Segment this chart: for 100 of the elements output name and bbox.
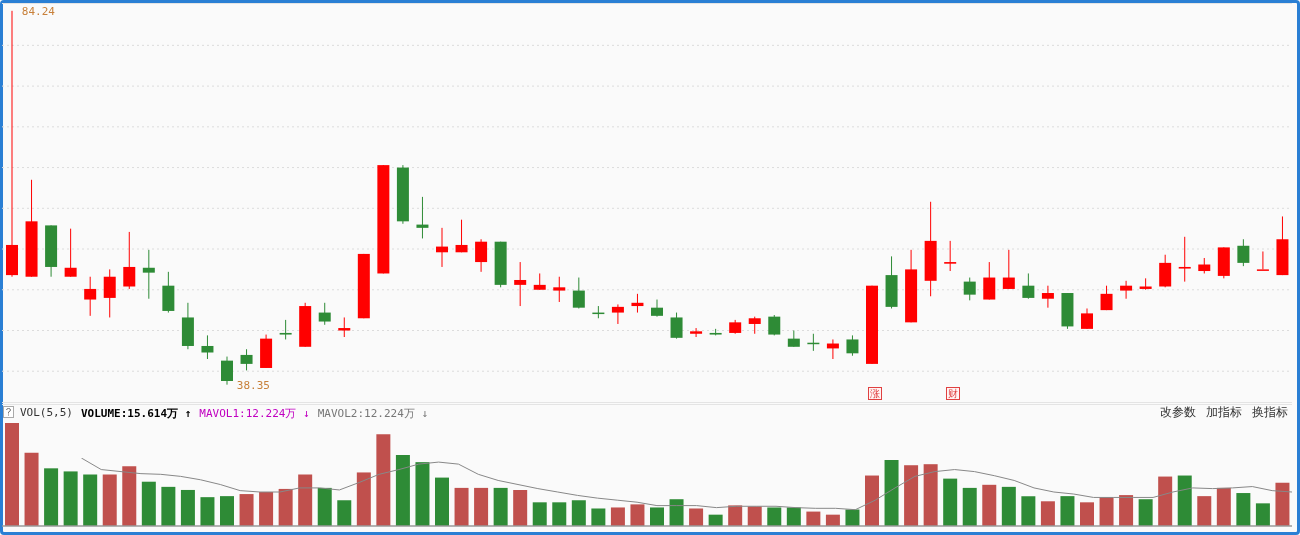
bar — [1216, 487, 1231, 526]
bar — [474, 487, 489, 526]
candlestick — [1022, 272, 1035, 300]
bar — [1040, 501, 1055, 526]
candlestick — [690, 327, 703, 338]
bar — [493, 487, 508, 526]
candlestick — [1256, 250, 1269, 271]
bar — [1138, 499, 1153, 526]
candlestick — [670, 312, 683, 340]
candlestick — [611, 303, 624, 325]
bar — [44, 468, 59, 526]
bar — [24, 452, 39, 526]
bar — [669, 499, 684, 526]
bar — [923, 464, 938, 526]
candlestick — [1120, 280, 1133, 300]
bar — [1119, 495, 1134, 526]
bar — [689, 508, 704, 526]
bar — [220, 496, 234, 526]
candlestick — [318, 302, 331, 326]
bar — [141, 481, 156, 526]
candlestick — [846, 334, 859, 357]
bar — [239, 494, 254, 526]
bar — [83, 474, 98, 526]
bar — [1158, 476, 1173, 526]
candlestick — [963, 277, 976, 301]
candlestick — [1159, 254, 1172, 288]
bar — [5, 423, 19, 526]
bar — [571, 500, 586, 526]
text: 加指标 — [1206, 404, 1242, 421]
candlestick — [1178, 236, 1191, 283]
candlestick — [1002, 249, 1015, 290]
bar — [1001, 486, 1016, 526]
text: MAVOL1:12.224万 ↓ — [199, 406, 310, 421]
text: VOLUME:15.614万 ↑ — [80, 406, 192, 421]
candlestick — [1081, 308, 1093, 330]
candlestick — [123, 231, 136, 290]
bar — [298, 474, 313, 526]
bar — [415, 462, 430, 526]
bar — [395, 454, 410, 526]
bar — [200, 497, 215, 526]
bar — [630, 504, 645, 526]
bar — [845, 509, 860, 526]
bar — [865, 475, 879, 526]
candlestick — [572, 277, 585, 309]
bar — [904, 465, 919, 526]
bar — [943, 478, 958, 526]
bar — [591, 508, 606, 526]
bar — [1021, 496, 1036, 526]
candlestick — [240, 348, 253, 371]
bar — [1060, 496, 1075, 526]
bar — [610, 507, 625, 526]
bar — [728, 505, 743, 526]
text: MAVOL2:12.224万 ↓ — [317, 406, 429, 421]
bar — [278, 488, 293, 526]
candlestick — [1041, 285, 1054, 309]
candlestick — [944, 240, 957, 272]
bar — [767, 507, 782, 526]
text: 改参数 — [1160, 404, 1196, 421]
bar — [337, 500, 352, 526]
bar — [259, 492, 274, 526]
bar — [552, 502, 567, 526]
candlestick — [475, 238, 488, 273]
bar — [1197, 496, 1212, 526]
candlestick — [103, 268, 116, 318]
bar — [1080, 502, 1094, 526]
candlestick — [983, 261, 996, 301]
annotation: 财 — [946, 387, 960, 400]
bar — [1236, 493, 1251, 526]
annotation: 84.24 — [21, 4, 56, 18]
candlestick — [279, 319, 292, 340]
candlestick — [1100, 285, 1113, 311]
candlestick — [514, 261, 527, 307]
bar — [435, 477, 449, 526]
bar — [884, 460, 899, 526]
bar — [122, 466, 137, 526]
annotation: 涨 — [868, 387, 882, 400]
text: VOL(5,5) — [20, 406, 73, 421]
bar — [806, 511, 821, 526]
bar — [747, 506, 762, 526]
bar — [1255, 503, 1270, 526]
candlestick — [84, 276, 97, 317]
bar — [102, 474, 117, 526]
bar — [161, 486, 176, 526]
bar — [1099, 497, 1114, 526]
annotation: 38.35 — [236, 378, 270, 392]
bar — [356, 472, 371, 526]
candlestick — [201, 334, 214, 360]
candlestick — [64, 228, 77, 278]
bar — [982, 484, 997, 526]
bar — [63, 471, 78, 526]
candlestick — [1237, 238, 1250, 267]
candlestick — [651, 299, 663, 318]
candlestick — [553, 276, 566, 303]
bar — [317, 487, 332, 526]
bar — [962, 487, 977, 526]
candlestick — [416, 196, 429, 239]
bar — [532, 502, 547, 526]
candlestick — [6, 10, 18, 278]
bar — [454, 487, 469, 526]
candlestick — [631, 293, 644, 314]
